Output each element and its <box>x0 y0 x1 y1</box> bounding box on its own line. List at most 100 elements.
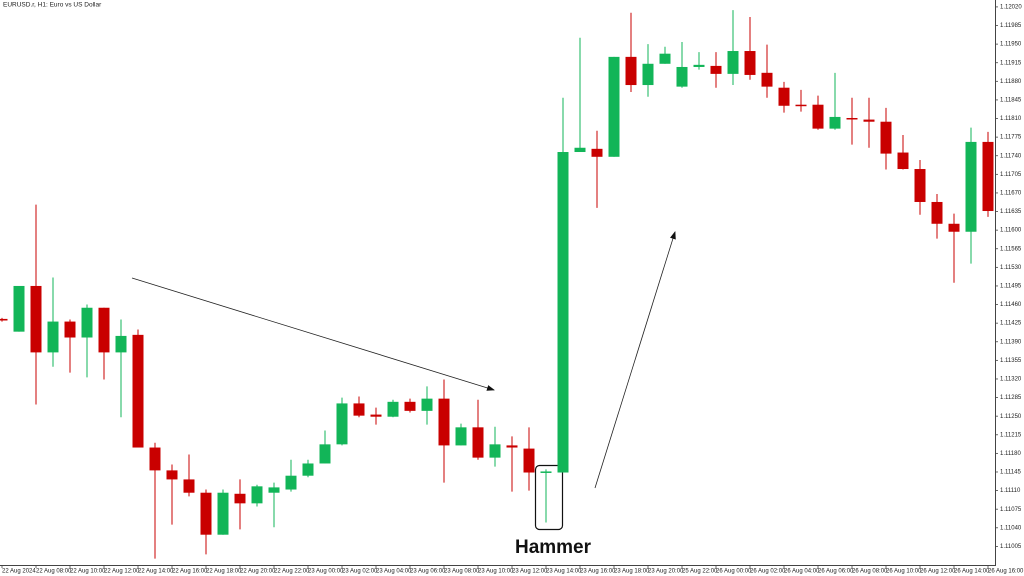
x-tick-label: 23 Aug 06:00 <box>410 569 446 575</box>
candle-body <box>727 51 739 74</box>
y-tick-label: 1.11985 <box>1000 23 1022 29</box>
x-tick-label: 22 Aug 14:00 <box>138 569 174 575</box>
candle-body <box>13 285 25 332</box>
candle-body <box>591 148 603 157</box>
x-tick-label: 22 Aug 20:00 <box>240 569 276 575</box>
y-tick-label: 1.11285 <box>1000 395 1022 401</box>
candle-body <box>285 475 297 490</box>
candle-body <box>370 414 382 417</box>
x-tick-label: 23 Aug 08:00 <box>444 569 480 575</box>
x-tick-label: 22 Aug 10:00 <box>70 569 106 575</box>
candle-body <box>421 398 433 411</box>
candle-body <box>676 66 688 87</box>
y-tick-label: 1.11215 <box>1000 432 1022 438</box>
candle-body <box>200 492 212 535</box>
y-tick-label: 1.11320 <box>1000 377 1022 383</box>
y-tick-label: 1.11635 <box>1000 209 1022 215</box>
y-tick-label: 1.12020 <box>1000 4 1022 10</box>
y-tick-label: 1.11670 <box>1000 191 1022 197</box>
x-tick-label: 22 Aug 18:00 <box>206 569 242 575</box>
candle-body <box>914 169 926 202</box>
x-tick-label: 23 Aug 20:00 <box>648 569 684 575</box>
candle-body <box>132 334 144 448</box>
y-tick-label: 1.11880 <box>1000 79 1022 85</box>
candle-body <box>387 401 399 417</box>
candle-body <box>455 427 467 446</box>
x-tick-label: 25 Aug 22:00 <box>682 569 718 575</box>
candle-body <box>336 403 348 445</box>
candle-body <box>659 53 671 64</box>
y-tick-label: 1.11005 <box>1000 544 1022 550</box>
y-tick-label: 1.11845 <box>1000 98 1022 104</box>
candle-body <box>931 201 943 224</box>
x-tick-label: 23 Aug 14:00 <box>546 569 582 575</box>
x-tick-label: 26 Aug 08:00 <box>852 569 888 575</box>
x-tick-label: 26 Aug 10:00 <box>886 569 922 575</box>
candle-body <box>115 335 127 353</box>
candle-body <box>251 486 263 504</box>
candle-body <box>353 403 365 416</box>
candle-body <box>778 87 790 106</box>
candle-body <box>30 285 42 353</box>
candle-body <box>812 104 824 129</box>
y-tick-label: 1.11040 <box>1000 525 1022 531</box>
candle-body <box>183 479 195 493</box>
candle-body <box>149 447 161 471</box>
x-tick-label: 22 Aug 08:00 <box>36 569 72 575</box>
candle-body <box>506 445 518 448</box>
candle-body <box>319 444 331 464</box>
x-tick-label: 23 Aug 10:00 <box>478 569 514 575</box>
y-tick-label: 1.11775 <box>1000 135 1022 141</box>
candle-body <box>540 471 552 473</box>
candle-body <box>982 141 994 212</box>
candle-body <box>268 487 280 493</box>
candle-body <box>744 51 756 75</box>
candle-body <box>64 321 76 338</box>
y-tick-label: 1.11390 <box>1000 339 1022 345</box>
candle-body <box>897 152 909 170</box>
y-tick-label: 1.11425 <box>1000 321 1022 327</box>
y-tick-label: 1.11145 <box>1000 470 1021 476</box>
candle-body <box>472 427 484 458</box>
x-tick-label: 23 Aug 18:00 <box>614 569 650 575</box>
chart-title: EURUSD.r, H1: Euro vs US Dollar <box>3 2 102 9</box>
candle-body <box>880 121 892 154</box>
candle-body <box>0 318 8 321</box>
candle-body <box>217 492 229 535</box>
y-tick-label: 1.11180 <box>1000 451 1021 457</box>
candle-body <box>693 64 705 67</box>
x-tick-label: 22 Aug 12:00 <box>104 569 140 575</box>
x-tick-label: 23 Aug 02:00 <box>342 569 378 575</box>
y-tick-label: 1.11810 <box>1000 116 1022 122</box>
y-tick-label: 1.11495 <box>1000 284 1022 290</box>
x-tick-label: 22 Aug 22:00 <box>274 569 310 575</box>
y-tick-label: 1.11250 <box>1000 414 1022 420</box>
candle-body <box>234 493 246 504</box>
candle-body <box>98 307 110 353</box>
y-tick-label: 1.11565 <box>1000 246 1022 252</box>
candle-body <box>438 398 450 446</box>
hammer-box <box>534 464 564 531</box>
y-tick-label: 1.11355 <box>1000 358 1022 364</box>
candle-body <box>948 223 960 232</box>
candle-body <box>846 117 858 120</box>
x-tick-label: 26 Aug 06:00 <box>818 569 854 575</box>
y-tick-label: 1.11460 <box>1000 302 1022 308</box>
x-tick-label: 23 Aug 00:00 <box>308 569 344 575</box>
x-tick-label: 26 Aug 16:00 <box>988 569 1024 575</box>
x-tick-label: 26 Aug 04:00 <box>784 569 820 575</box>
candle-body <box>863 119 875 122</box>
candle-body <box>965 141 977 232</box>
x-tick-label: 23 Aug 12:00 <box>512 569 548 575</box>
candle-body <box>166 470 178 480</box>
annotation: Hammer <box>515 537 592 558</box>
down-trend-arrow <box>131 277 495 391</box>
x-tick-label: 26 Aug 12:00 <box>920 569 956 575</box>
y-tick-label: 1.11075 <box>1000 507 1022 513</box>
candle-body <box>557 152 569 473</box>
candle-body <box>302 463 314 476</box>
x-tick-label: 23 Aug 16:00 <box>580 569 616 575</box>
candle-body <box>404 401 416 411</box>
candle-body <box>642 63 654 86</box>
